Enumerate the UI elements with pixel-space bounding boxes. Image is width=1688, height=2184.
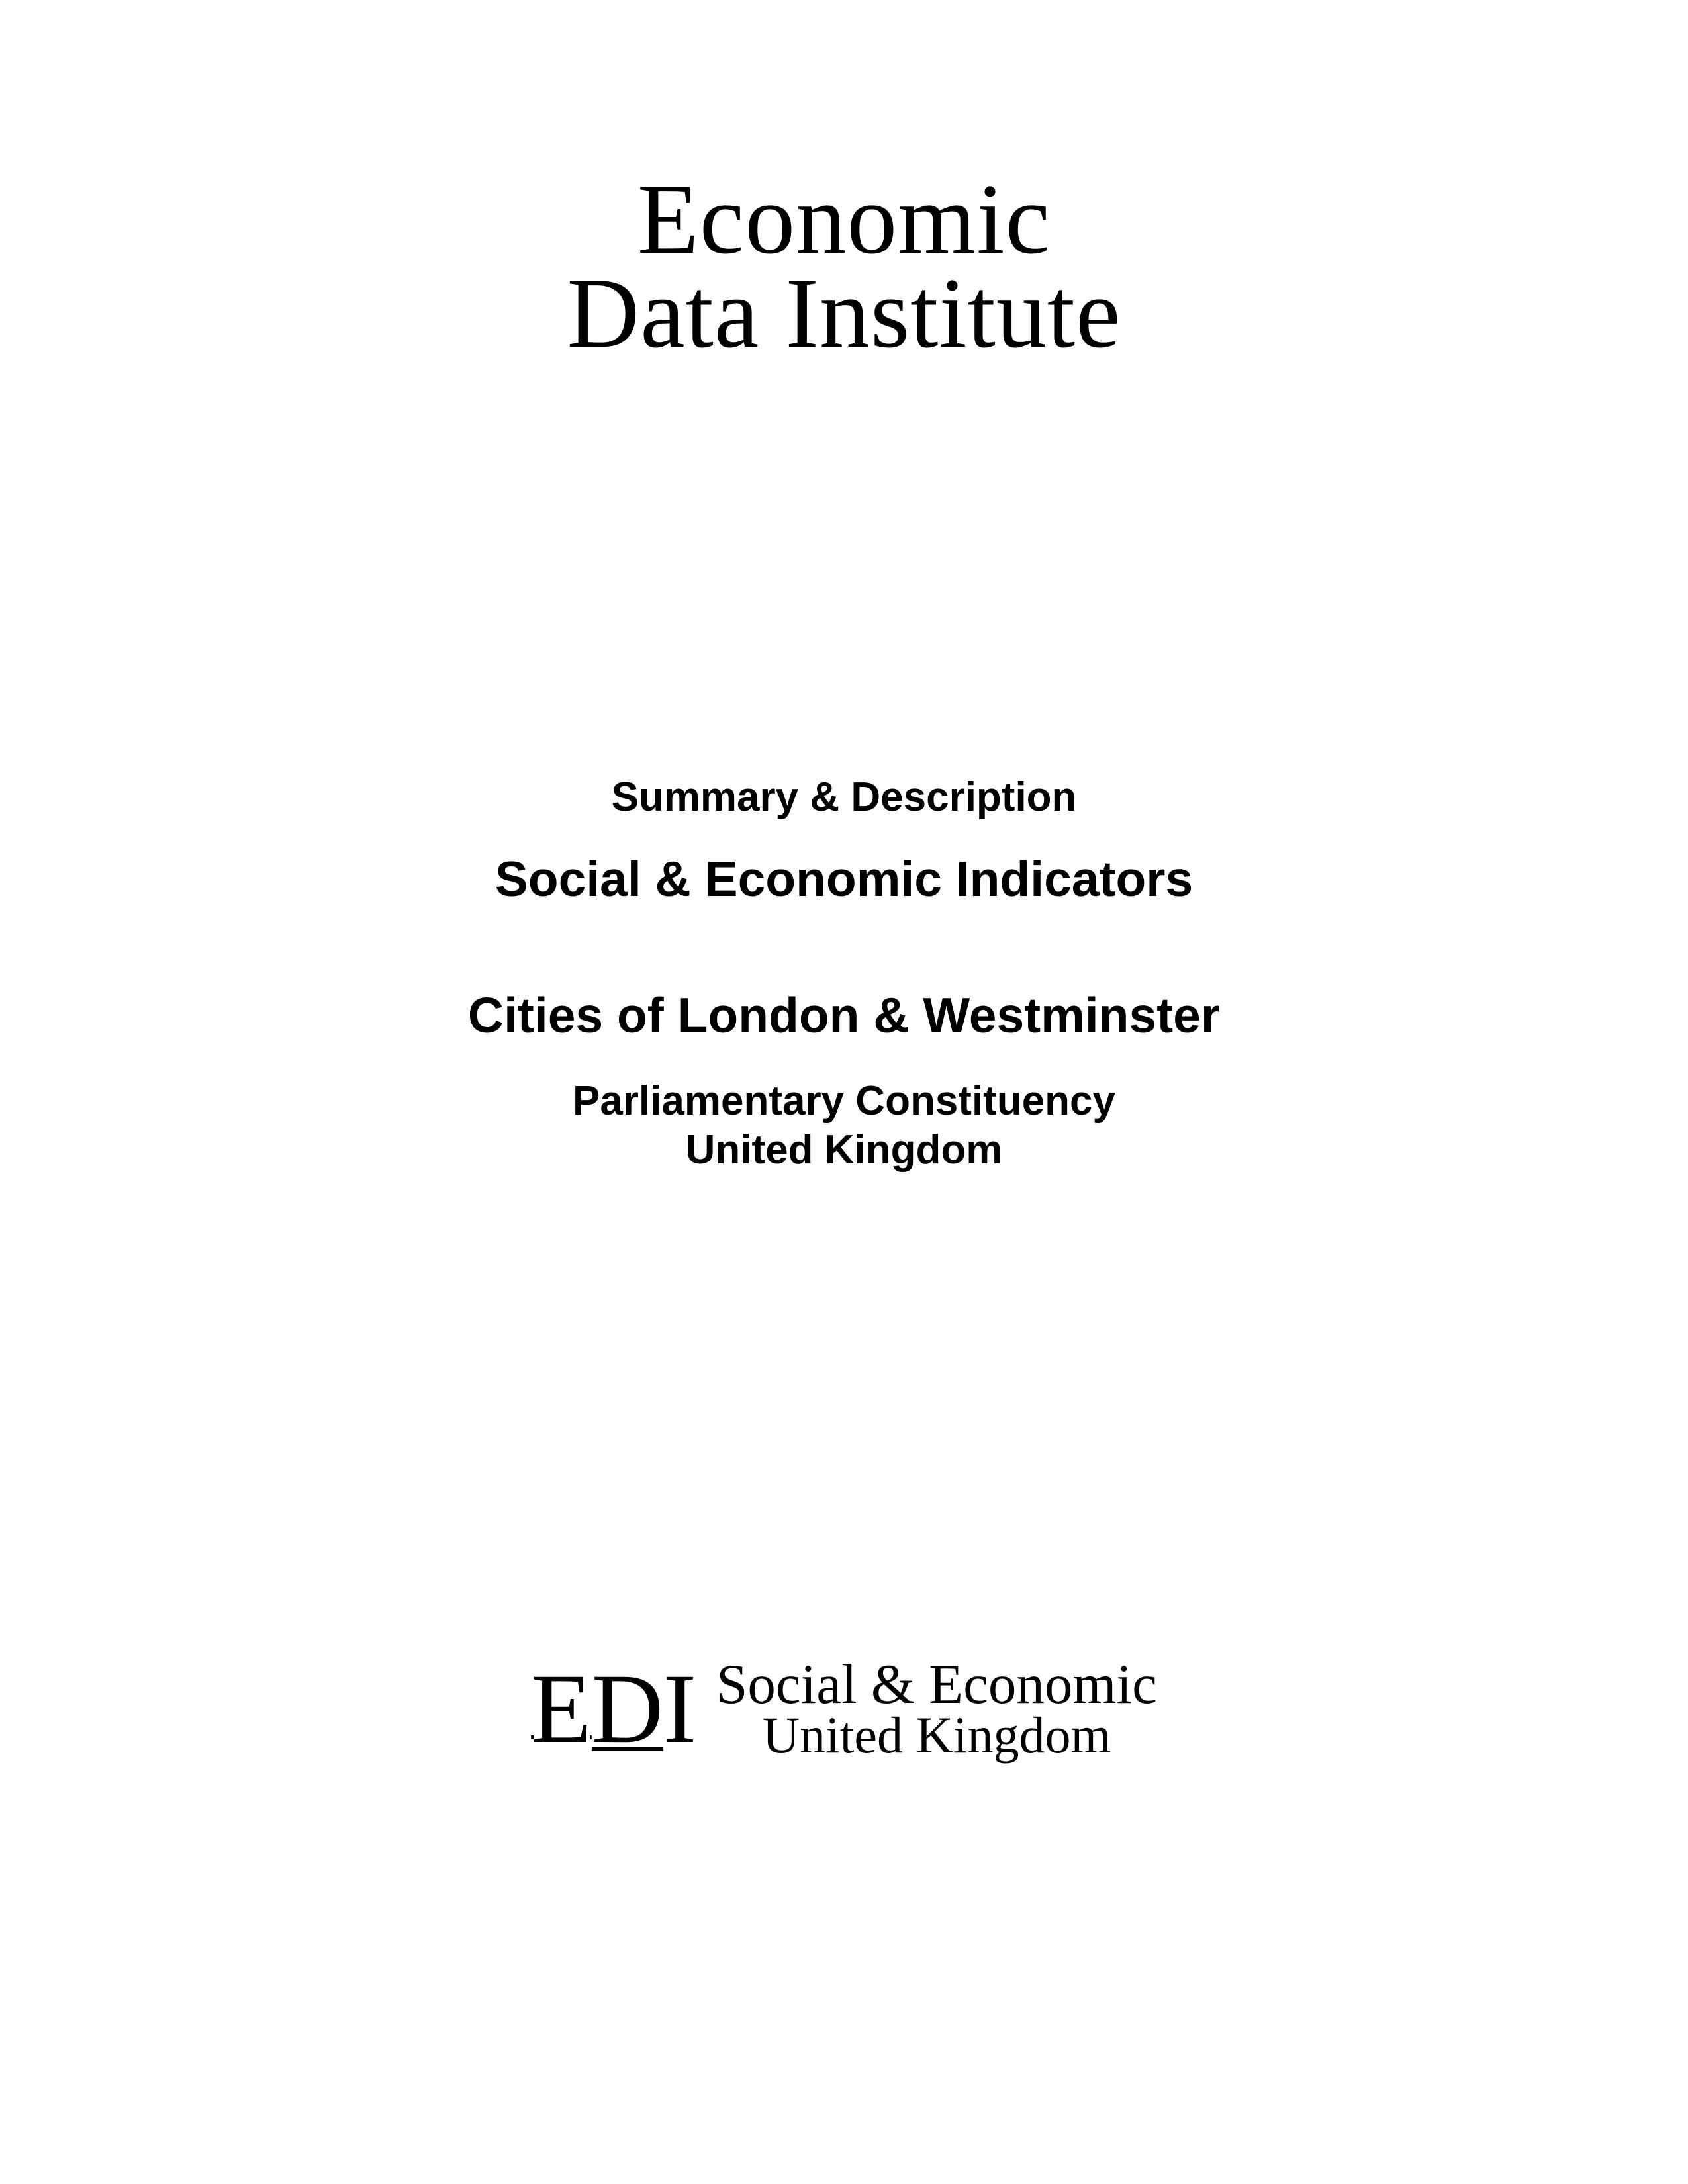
main-logo-line2: Data Institute [567, 263, 1121, 363]
footer-logo-letter-e: E [531, 1652, 592, 1766]
document-page: Economic Data Institute Summary & Descri… [0, 0, 1688, 2184]
main-logo-line1: Economic [567, 169, 1121, 269]
subtitle-constituency: Parliamentary Constituency United Kingdo… [468, 1077, 1220, 1175]
title-indicators: Social & Economic Indicators [468, 850, 1220, 907]
footer-logo: EDI Social & Economic United Kingdom [531, 1652, 1157, 1766]
subtitle-summary: Summary & Description [468, 774, 1220, 821]
subtitle-constituency-line1: Parliamentary Constituency [468, 1077, 1220, 1126]
footer-logo-letter-d: D [592, 1652, 663, 1766]
content-section: Summary & Description Social & Economic … [468, 774, 1220, 1652]
title-location: Cities of London & Westminster [468, 987, 1220, 1044]
main-logo: Economic Data Institute [567, 169, 1121, 363]
footer-logo-text-line1: Social & Economic [716, 1657, 1157, 1713]
subtitle-constituency-line2: United Kingdom [468, 1126, 1220, 1175]
footer-logo-letter-i: I [663, 1652, 696, 1766]
footer-logo-text-line2: United Kingdom [716, 1709, 1157, 1761]
footer-logo-text: Social & Economic United Kingdom [716, 1657, 1157, 1761]
footer-logo-abbreviation: EDI [531, 1652, 696, 1766]
